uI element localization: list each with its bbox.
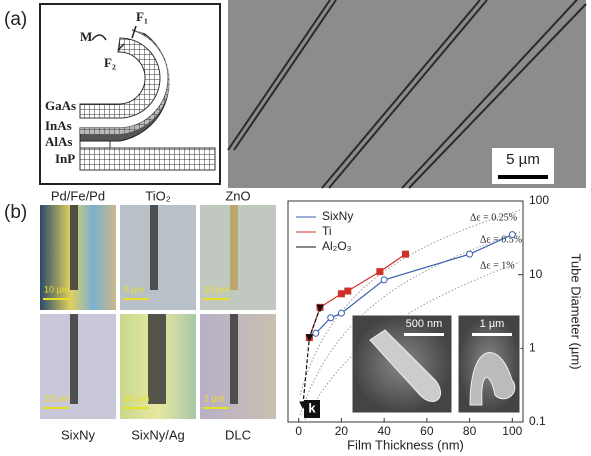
y-axis-title: Tube Diameter (µm): [569, 253, 584, 369]
tile-label: SixNy: [61, 427, 95, 442]
tube: [70, 314, 78, 404]
scale-label: 10 µm: [44, 284, 69, 294]
x-tick-label: 0: [295, 424, 302, 438]
y-tick-label: 1: [529, 341, 536, 355]
tile-label: ZnO: [225, 188, 250, 203]
panel-label-box: [304, 400, 320, 418]
scale-label: 10 µm: [124, 393, 149, 403]
tube: [230, 205, 238, 290]
panel-label: (b): [4, 202, 27, 223]
tube: [369, 329, 442, 402]
scale-label: 25 µm: [44, 393, 69, 403]
tube-schematic: [79, 25, 216, 171]
point: [466, 250, 474, 258]
x-tick-label: 20: [335, 424, 349, 438]
tile-label: TiO₂: [145, 188, 171, 203]
tile-label: Pd/Fe/Pd: [51, 188, 105, 203]
layer-label: AlAs: [45, 134, 72, 149]
tube-lines: [227, 0, 587, 189]
point: [508, 231, 516, 239]
tube: [148, 314, 166, 404]
scale-bar: [43, 407, 69, 409]
annotation: Δε = 1%: [480, 260, 515, 271]
scale-label: 5 µm: [124, 284, 144, 294]
tile-label: SixNy/Ag: [131, 427, 184, 442]
tube: [469, 352, 516, 406]
scale-bar: [404, 333, 444, 336]
layer-label: GaAs: [45, 98, 76, 113]
scale-label: 1 µm: [480, 318, 505, 330]
point: [380, 276, 388, 284]
point: [305, 334, 314, 342]
tube: [230, 314, 238, 404]
theory-curve: [299, 209, 521, 396]
y-tick-label: 0.1: [529, 414, 546, 428]
y-tick-label: 10: [529, 267, 543, 281]
legend-label: Ti: [322, 224, 332, 238]
panel-label: (a): [4, 9, 27, 30]
point: [376, 268, 384, 276]
scale-bar: [203, 298, 229, 300]
legend-label: SixNy: [322, 209, 353, 223]
tile-label: DLC: [225, 427, 251, 442]
annotation: Δε = 0.25%: [470, 212, 517, 223]
legend-label: Al₂O₃: [322, 239, 352, 253]
scale-label: 500 nm: [406, 318, 443, 330]
scale-bar: [123, 298, 149, 300]
scale-bar: [123, 407, 149, 409]
panel-label: k: [308, 400, 316, 415]
scale-label: 5 µm: [506, 151, 540, 168]
force-label: F₁: [136, 9, 148, 24]
layer-label: InP: [55, 151, 75, 166]
scale-bar: [43, 298, 69, 300]
scale-bar: [498, 175, 548, 179]
scale-label: 2 µm: [204, 393, 224, 403]
scale-label: 10 µm: [204, 284, 229, 294]
point: [402, 250, 409, 258]
layer-label: InAs: [45, 118, 72, 133]
point: [337, 290, 345, 298]
x-tick-label: 60: [420, 424, 434, 438]
point: [337, 309, 345, 317]
point: [327, 314, 335, 322]
tube: [70, 205, 78, 290]
y-tick-label: 100: [529, 193, 549, 207]
scale-bar: [472, 333, 512, 336]
force-label: F₂: [104, 55, 116, 70]
x-tick-label: 40: [377, 424, 391, 438]
x-axis-title: Film Thickness (nm): [347, 437, 464, 452]
moment-label: M: [80, 29, 92, 44]
point: [344, 287, 352, 295]
x-tick-label: 100: [502, 424, 522, 438]
theory-curve: [299, 231, 521, 416]
tube: [150, 205, 158, 290]
scale-bar: [203, 407, 229, 409]
point: [312, 329, 320, 337]
point: [316, 304, 324, 313]
x-tick-label: 80: [463, 424, 477, 438]
series-line: [315, 234, 513, 334]
